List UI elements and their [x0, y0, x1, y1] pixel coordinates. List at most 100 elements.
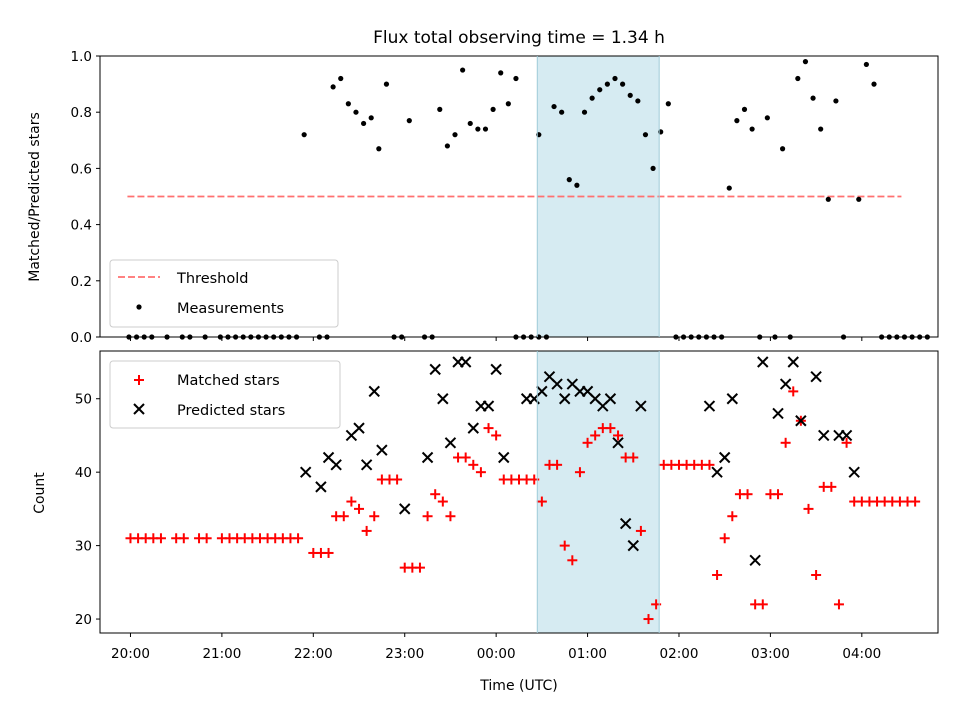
measurement-point — [856, 196, 862, 202]
measurement-point — [383, 81, 390, 87]
matched-star-point — [552, 459, 563, 470]
predicted-star-point — [482, 400, 495, 412]
predicted-star-point — [490, 363, 502, 376]
predicted-star-point — [619, 517, 632, 530]
measurement-point — [863, 61, 869, 68]
predicted-star-point — [437, 393, 449, 405]
x-tick-label: 03:00 — [751, 646, 790, 662]
matched-star-point — [178, 533, 189, 544]
measurement-point — [665, 101, 671, 107]
measurement-point — [482, 126, 489, 132]
ratio-y-tick-label: 0.8 — [71, 105, 92, 121]
ratio-y-tick-label: 0.0 — [71, 330, 92, 346]
matched-star-point — [628, 452, 639, 463]
measurement-point — [734, 118, 740, 124]
ratio-y-axis-label: Matched/Predicted stars — [27, 112, 43, 282]
measurement-point — [360, 120, 367, 127]
predicted-star-point — [429, 363, 441, 376]
count-y-tick-label: 50 — [75, 392, 92, 408]
measurement-point — [444, 143, 450, 149]
x-tick-label: 20:00 — [111, 646, 150, 662]
legend-predicted-label: Predicted stars — [177, 403, 285, 419]
matched-star-point — [742, 489, 753, 500]
matched-star-point — [201, 533, 212, 544]
matched-star-point — [605, 423, 616, 434]
measurement-point — [301, 132, 307, 138]
measurement-point — [749, 126, 755, 132]
measurement-point — [406, 118, 412, 124]
matched-star-point — [323, 547, 334, 558]
predicted-star-point — [795, 415, 807, 427]
matched-star-point — [293, 533, 304, 544]
matched-star-point — [437, 496, 448, 507]
measurement-point — [627, 92, 633, 98]
matched-star-point — [613, 430, 624, 441]
x-tick-label: 04:00 — [842, 646, 881, 662]
legend-predicted-swatch — [133, 403, 145, 415]
matched-star-point — [719, 533, 730, 544]
measurement-point — [460, 67, 466, 73]
measurement-point — [642, 132, 649, 138]
predicted-star-point — [444, 437, 457, 449]
predicted-star-point — [848, 466, 860, 478]
matched-star-point — [338, 511, 349, 522]
predicted-star-point — [726, 393, 739, 405]
measurement-point — [475, 126, 481, 132]
predicted-star-point — [467, 422, 479, 434]
measurement-point — [597, 87, 603, 93]
measurement-point — [650, 165, 656, 171]
predicted-star-point — [559, 393, 571, 405]
matched-star-point — [475, 467, 486, 478]
measurement-point — [574, 182, 580, 188]
measurement-point — [810, 95, 816, 101]
measurement-point — [802, 59, 809, 65]
predicted-star-point — [299, 466, 312, 478]
predicted-star-point — [635, 400, 647, 412]
measurement-point — [779, 146, 786, 152]
matched-star-point — [354, 503, 365, 514]
matched-star-point — [727, 511, 738, 522]
highlight-span-bottom — [537, 351, 660, 633]
matched-star-point — [826, 481, 837, 492]
matched-star-point — [430, 489, 441, 500]
predicted-star-point — [536, 385, 548, 398]
matched-star-point — [574, 467, 585, 478]
predicted-star-point — [399, 503, 411, 515]
measurement-point — [726, 185, 732, 191]
measurement-point — [437, 106, 443, 112]
count-legend: Matched stars Predicted stars — [109, 360, 341, 429]
matched-star-point — [361, 525, 372, 536]
matched-star-point — [773, 489, 784, 500]
count-y-tick-label: 30 — [75, 539, 92, 555]
ratio-panel: 0.0 0.2 0.4 0.6 0.8 1.0 Matched/Predicted sta… — [27, 49, 939, 346]
measurement-point — [338, 75, 344, 82]
matched-star-point — [712, 569, 723, 580]
count-y-tick-label: 40 — [75, 465, 92, 481]
predicted-star-point — [818, 429, 830, 442]
matched-star-point — [346, 496, 357, 507]
matched-star-point — [559, 540, 570, 551]
predicted-star-point — [840, 429, 853, 442]
measurement-point — [376, 146, 382, 152]
matched-star-point — [567, 555, 578, 566]
matched-star-point — [811, 569, 822, 580]
predicted-star-point — [604, 393, 617, 405]
measurement-point — [513, 75, 519, 82]
x-tick-label: 02:00 — [660, 646, 699, 662]
predicted-star-point — [376, 444, 388, 456]
matched-star-point — [788, 386, 799, 397]
measurement-point — [330, 84, 336, 90]
predicted-star-point — [368, 385, 380, 398]
matched-star-point — [414, 562, 425, 573]
measurement-point — [559, 109, 565, 115]
measurement-point — [612, 75, 618, 82]
chart-title: Flux total observing time = 1.34 h — [373, 28, 665, 48]
predicted-star-point — [360, 459, 373, 471]
measurement-point — [467, 120, 473, 127]
measurement-point — [353, 109, 359, 115]
measurement-point — [825, 196, 831, 202]
matched-star-point — [155, 533, 166, 544]
x-tick-label: 21:00 — [202, 646, 241, 662]
legend-matched-label: Matched stars — [177, 373, 280, 389]
matched-star-point — [590, 430, 601, 441]
